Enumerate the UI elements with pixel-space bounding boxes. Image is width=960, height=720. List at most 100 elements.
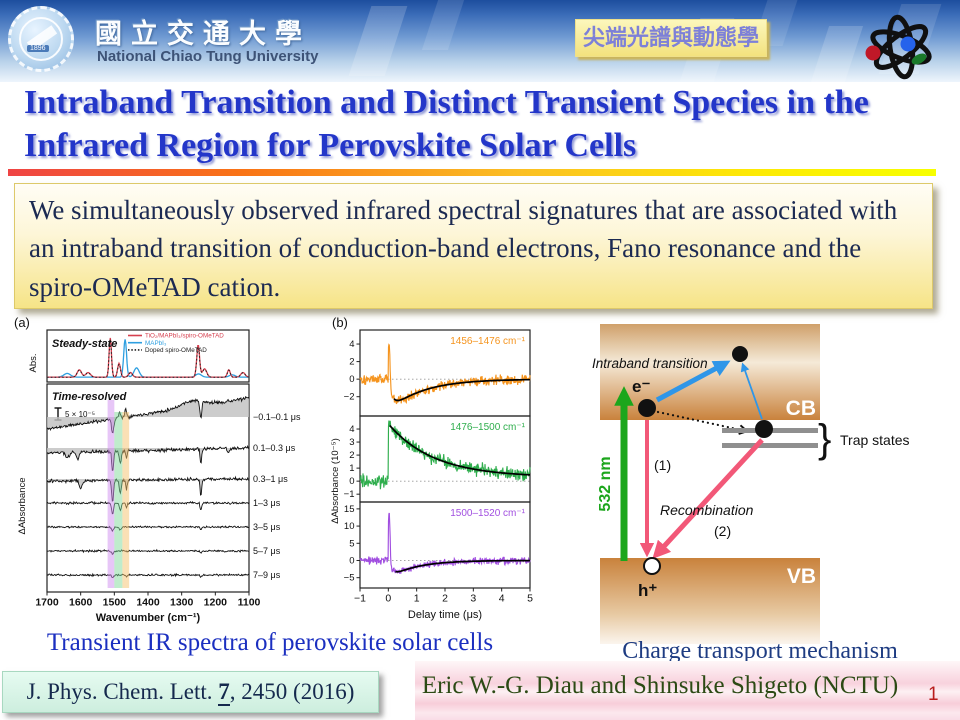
university-seal-emblem: 1896 [19,17,63,61]
trace-delay-label: −0.1–0.1 μs [253,412,301,422]
valence-band [600,558,820,644]
y-tick-label: −5 [344,573,355,584]
legend-label: Doped spiro-OMeTAD [145,347,207,354]
course-badge: 尖端光譜與動態學 [575,19,767,57]
time-trace [46,572,250,579]
steady-curve-full-cell [47,337,250,378]
recombination-label: Recombination [660,502,754,518]
mechanism-diagram: CB VB 532 nm Intraband transition e⁻ } T… [592,324,910,644]
university-name-en: National Chiao Tung University [97,48,319,65]
time-trace [46,395,250,434]
slide-title: Intraband Transition and Distinct Transi… [24,84,869,164]
seal-year: 1896 [27,45,49,52]
trace-delay-label: 3–5 μs [253,522,281,532]
trap-state-bar-lower [722,443,818,448]
time-trace [46,548,250,555]
citation-rest: , 2450 (2016) [229,679,355,704]
trace-delay-label: 7–9 μs [253,570,281,580]
x-tick-label: 1200 [204,597,228,609]
trapping-dotted-arrow [656,410,750,435]
y-tick-label: 15 [344,504,355,515]
x-tick-label: 1700 [35,597,59,609]
trace-delay-label: 5–7 μs [253,546,281,556]
hole-label: h⁺ [638,581,657,600]
time-trace [46,475,250,502]
trace-delay-label: 1–3 μs [253,498,281,508]
citation-journal: J. Phys. Chem. Lett. [26,679,219,704]
y-tick-label: 4 [349,424,354,435]
x-tick-label: 1 [414,593,420,605]
electron-dot [638,399,656,417]
citation-box: J. Phys. Chem. Lett. 7, 2450 (2016) [2,671,379,713]
y-tick-label: 2 [349,450,354,461]
vb-label: VB [787,565,816,588]
citation-volume: 7 [218,679,230,706]
x-tick-label: 1300 [170,597,194,609]
fit-curve [393,378,531,402]
atom-blue-electron [900,36,916,52]
cb-label: CB [786,397,816,420]
x-tick-label: 0 [385,593,391,605]
steady-ylabel: Abs. [28,353,39,372]
y-tick-label: 5 [349,538,354,549]
highlight-band [114,412,123,588]
fig-b-panel-label: (b) [332,316,348,330]
trace-fill [47,477,249,501]
y-tick-label: −2 [344,392,355,403]
x-tick-label: 1400 [136,597,160,609]
authors-banner [415,661,960,720]
y-tick-label: 0 [349,555,354,566]
y-tick-label: 0 [349,476,354,487]
banner-decoration [348,6,408,76]
y-tick-label: 2 [349,357,354,368]
y-tick-label: 10 [344,521,355,532]
fig-a-panel-label: (a) [14,316,30,330]
hole-circle [643,557,661,575]
kinetics-trace [359,512,531,574]
fig-b-chart: (b) ΔAbsorbance (10⁻⁵) 4 2 0 −2 1456–1476 cm⁻¹… [330,316,533,621]
pump-wavelength-label: 532 nm [597,456,614,511]
trace-delay-label: 0.1–0.3 μs [253,443,296,453]
summary-text: We simultaneously observed infrared spec… [29,195,898,302]
scale-bar-label: 5 × 10⁻⁵ [65,410,95,419]
wavenumber-range-label: 1456–1476 cm⁻¹ [450,336,525,347]
y-tick-label: 0 [349,374,354,385]
summary-box: We simultaneously observed infrared spec… [14,183,933,309]
electron-label: e⁻ [632,377,650,396]
page-number: 1 [928,684,939,705]
steady-state-title: Steady-state [52,338,117,350]
time-resolved-ylabel: ΔAbsorbance [17,477,28,534]
fig-a-steady-frame [46,329,250,383]
header-banner: 1896 國立交通大學 National Chiao Tung Universi… [0,0,960,82]
atom-green-electron [911,53,927,65]
trace-fill [47,446,249,471]
trace-fill [47,396,249,433]
intraband-transition-arrow [655,360,731,403]
authors-text: Eric W.-G. Diau and Shinsuke Shigeto (NC… [421,672,899,699]
y-tick-label: −1 [344,489,355,500]
caption-spectra: Transient IR spectra of perovskite solar… [46,629,494,656]
fig-b-xlabel: Delay time (μs) [408,609,482,621]
y-tick-label: 3 [349,437,354,448]
banner-decoration [421,0,465,50]
x-tick-label: 1600 [69,597,93,609]
x-tick-label: 4 [499,593,505,605]
trapped-electron-dot [755,420,773,438]
recombination-arrow-2 [652,438,764,559]
banner-decoration [810,26,864,82]
kinetics-trace [359,420,531,490]
x-tick-label: 5 [527,593,533,605]
x-tick-label: 3 [470,593,476,605]
fit-curve [389,424,531,476]
highlight-band [107,400,115,588]
y-tick-label: 1 [349,463,354,474]
fig-a-xlabel: Wavenumber (cm⁻¹) [96,612,201,624]
university-seal: 1896 [8,6,74,72]
x-tick-label: 1100 [238,597,261,609]
university-name-zh: 國立交通大學 [95,19,311,49]
caption-mechanism: Charge transport mechanism [622,638,898,664]
legend-label: MAPbI₃ [145,340,167,347]
legend-label: TiO₂/MAPbI₃/spiro-OMeTAD [145,333,224,340]
